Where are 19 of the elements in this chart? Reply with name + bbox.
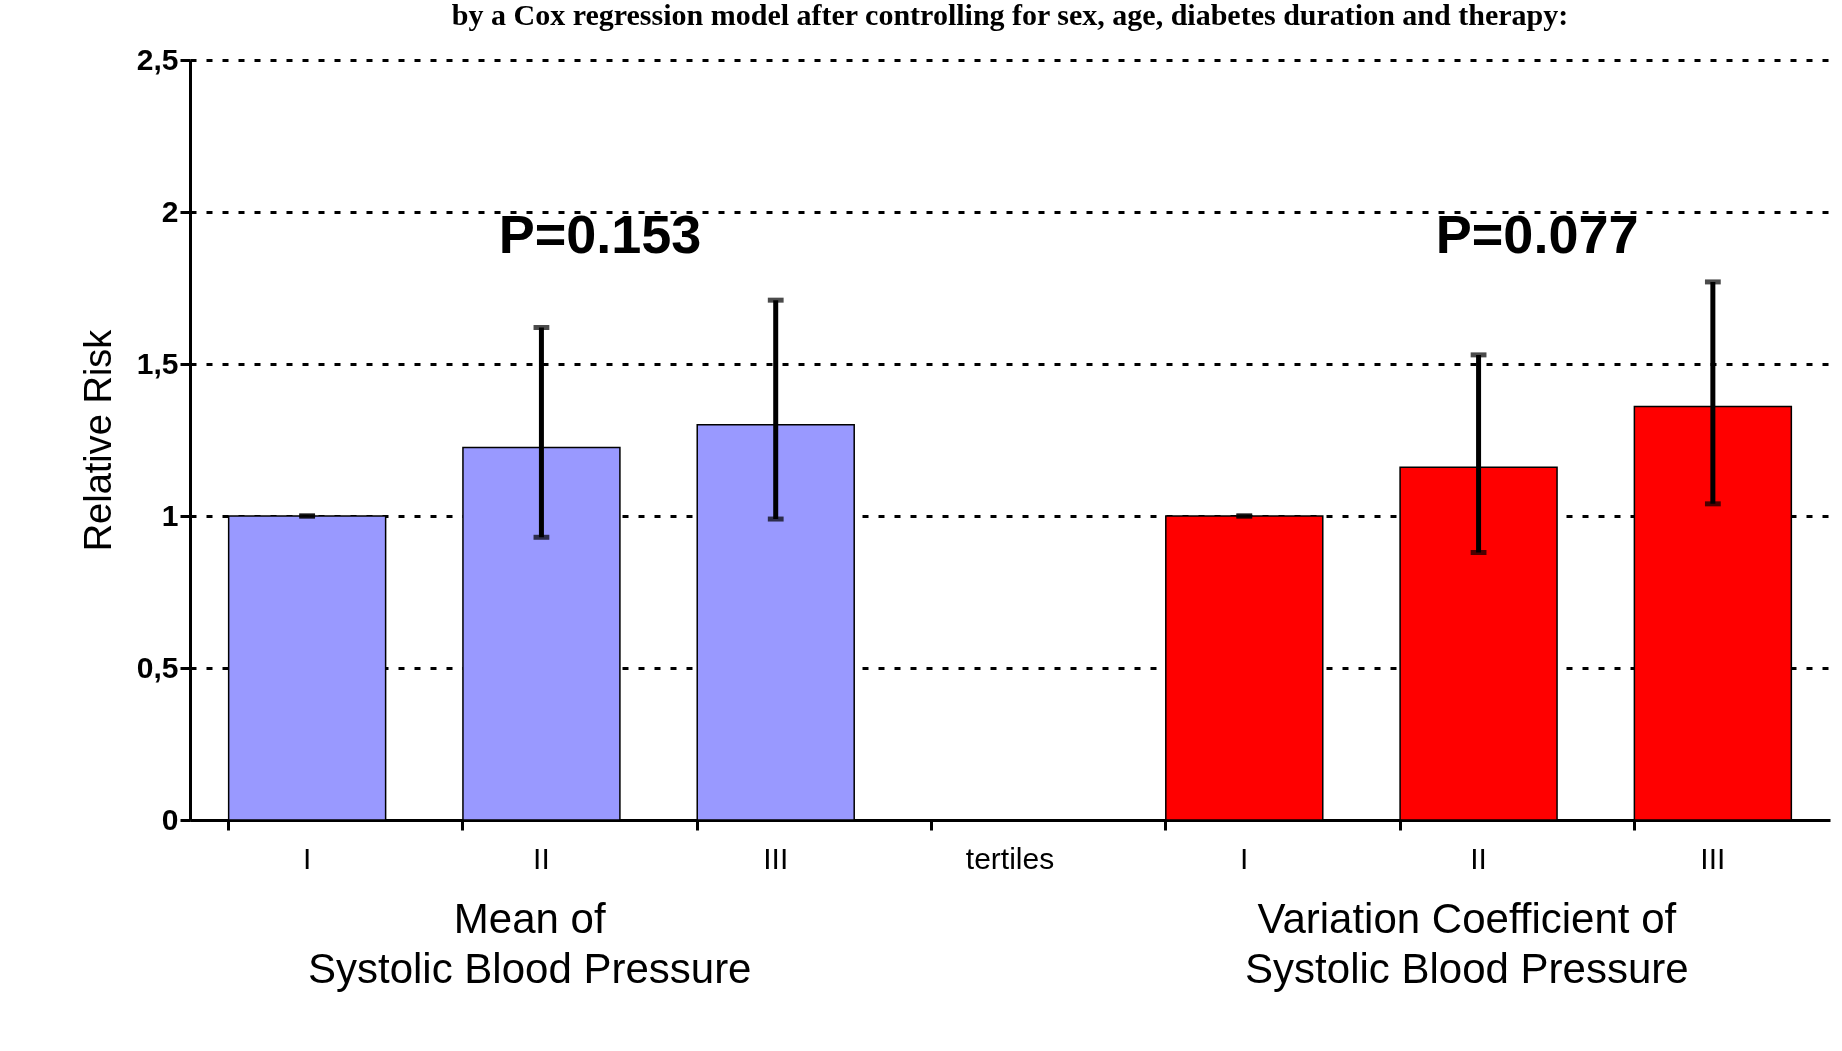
x-tick-label: III: [763, 841, 789, 875]
text: Variation Coefficient of Systolic Blood Pressure: [1245, 895, 1689, 993]
annotation: P=0.153: [498, 204, 702, 264]
x-tick-label: III: [1700, 841, 1726, 875]
chart-title: by a Cox regression model after controlling for sex, age, diabetes duration and therapy:: [451, 0, 1569, 31]
x-tick-label: II: [1470, 841, 1487, 875]
x-tick-label: tertiles: [965, 841, 1055, 875]
x-tick-label: I: [1240, 841, 1249, 875]
text: Mean of Systolic Blood Pressure: [307, 895, 752, 993]
annotation: P=0.077: [1435, 204, 1639, 264]
x-tick-label: I: [302, 841, 312, 875]
x-tick-label: II: [533, 841, 550, 875]
y-tick-label: 1,5: [136, 346, 179, 380]
y-tick-label: 1: [161, 498, 179, 532]
y-tick-label: 0: [161, 802, 179, 836]
y-tick-label: 2: [161, 194, 179, 228]
y-axis-title: Relative Risk: [76, 328, 119, 552]
y-tick-label: 2,5: [136, 42, 179, 76]
y-tick-label: 0,5: [136, 650, 179, 684]
